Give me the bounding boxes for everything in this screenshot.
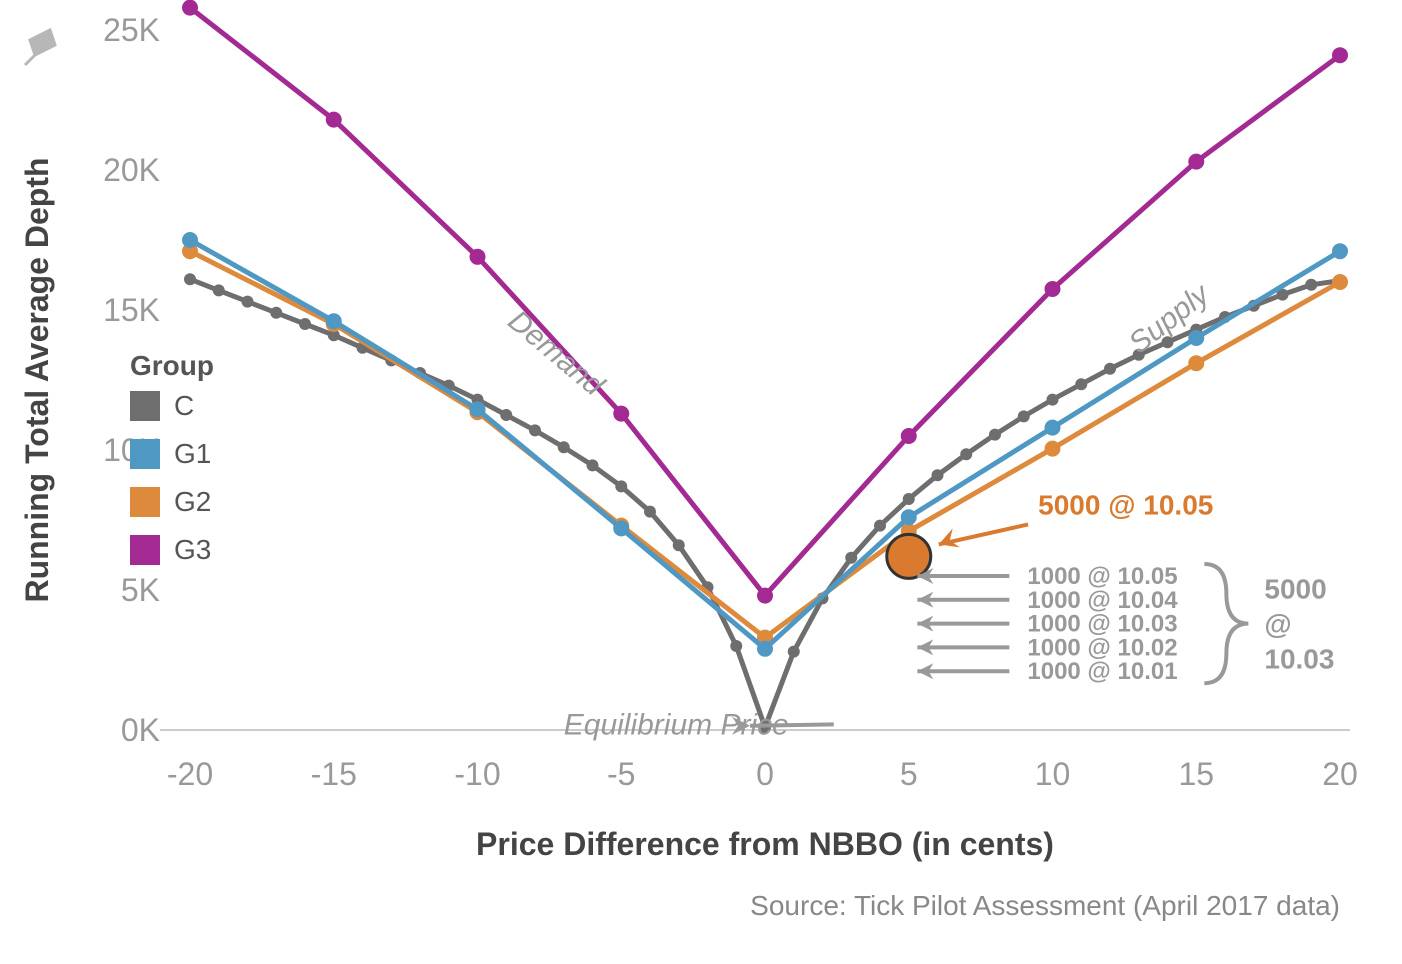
equilibrium-arrow (750, 724, 834, 725)
legend-swatch (130, 391, 160, 421)
series-marker-G1 (613, 520, 629, 536)
legend-swatch (130, 487, 160, 517)
series-marker-G3 (1188, 154, 1204, 170)
series-marker-C (903, 493, 915, 505)
x-axis-title: Price Difference from NBBO (in cents) (476, 826, 1054, 862)
y-axis-title: Running Total Average Depth (19, 157, 55, 602)
series-marker-C (529, 424, 541, 436)
series-marker-G3 (613, 406, 629, 422)
x-tick-label: -20 (167, 756, 213, 792)
series-marker-C (673, 539, 685, 551)
series-marker-G1 (182, 232, 198, 248)
x-tick-label: -10 (454, 756, 500, 792)
series-marker-C (932, 469, 944, 481)
series-marker-G1 (1188, 330, 1204, 346)
series-marker-C (1305, 279, 1317, 291)
series-marker-G1 (901, 509, 917, 525)
series-marker-G3 (182, 0, 198, 16)
callout-marker (887, 534, 931, 578)
series-marker-G1 (1332, 243, 1348, 259)
brace-total-line3: 10.03 (1264, 644, 1334, 675)
legend-label: C (174, 390, 194, 421)
brace-total-line2: @ (1264, 609, 1291, 640)
series-marker-G1 (1045, 420, 1061, 436)
legend-label: G3 (174, 534, 211, 565)
series-marker-C (558, 441, 570, 453)
x-tick-label: 15 (1178, 756, 1214, 792)
legend-swatch (130, 535, 160, 565)
series-marker-C (184, 273, 196, 285)
series-marker-G3 (1045, 281, 1061, 297)
x-tick-label: 0 (756, 756, 774, 792)
series-marker-G3 (470, 249, 486, 265)
x-tick-label: 5 (900, 756, 918, 792)
series-marker-C (615, 480, 627, 492)
series-marker-C (788, 646, 800, 658)
series-marker-G1 (470, 401, 486, 417)
y-tick-label: 15K (103, 292, 160, 328)
depth-chart: -20-15-10-5051015200K5K10K15K20K25KDeman… (0, 0, 1402, 964)
source-label: Source: Tick Pilot Assessment (April 201… (750, 890, 1340, 921)
legend-label: G1 (174, 438, 211, 469)
chart-container: -20-15-10-5051015200K5K10K15K20K25KDeman… (0, 0, 1402, 964)
series-marker-G3 (1332, 47, 1348, 63)
legend-label: G2 (174, 486, 211, 517)
series-marker-C (1075, 378, 1087, 390)
series-marker-C (1104, 363, 1116, 375)
series-marker-C (644, 506, 656, 518)
legend-title: Group (130, 350, 214, 381)
x-tick-label: -15 (311, 756, 357, 792)
series-marker-G1 (757, 641, 773, 657)
x-tick-label: 20 (1322, 756, 1358, 792)
stack-label: 1000 @ 10.01 (1027, 658, 1177, 685)
series-marker-G3 (901, 428, 917, 444)
callout-label: 5000 @ 10.05 (1038, 489, 1213, 520)
series-marker-C (960, 448, 972, 460)
series-marker-G3 (757, 588, 773, 604)
series-marker-C (242, 296, 254, 308)
brace-total-line1: 5000 (1264, 574, 1326, 605)
series-marker-G1 (326, 313, 342, 329)
series-marker-G2 (1045, 441, 1061, 457)
x-tick-label: -5 (607, 756, 635, 792)
legend-swatch (130, 439, 160, 469)
series-marker-C (874, 520, 886, 532)
y-tick-label: 20K (103, 152, 160, 188)
x-tick-label: 10 (1035, 756, 1071, 792)
series-marker-C (1047, 394, 1059, 406)
series-marker-C (1018, 410, 1030, 422)
series-marker-C (299, 318, 311, 330)
series-marker-C (730, 640, 742, 652)
series-marker-C (989, 429, 1001, 441)
series-marker-C (587, 459, 599, 471)
series-marker-C (270, 307, 282, 319)
series-marker-G3 (326, 112, 342, 128)
series-marker-C (845, 552, 857, 564)
series-marker-G2 (1332, 274, 1348, 290)
series-marker-C (213, 284, 225, 296)
y-tick-label: 5K (121, 572, 160, 608)
series-marker-G2 (1188, 355, 1204, 371)
y-tick-label: 0K (121, 712, 160, 748)
y-tick-label: 25K (103, 12, 160, 48)
series-marker-C (500, 409, 512, 421)
